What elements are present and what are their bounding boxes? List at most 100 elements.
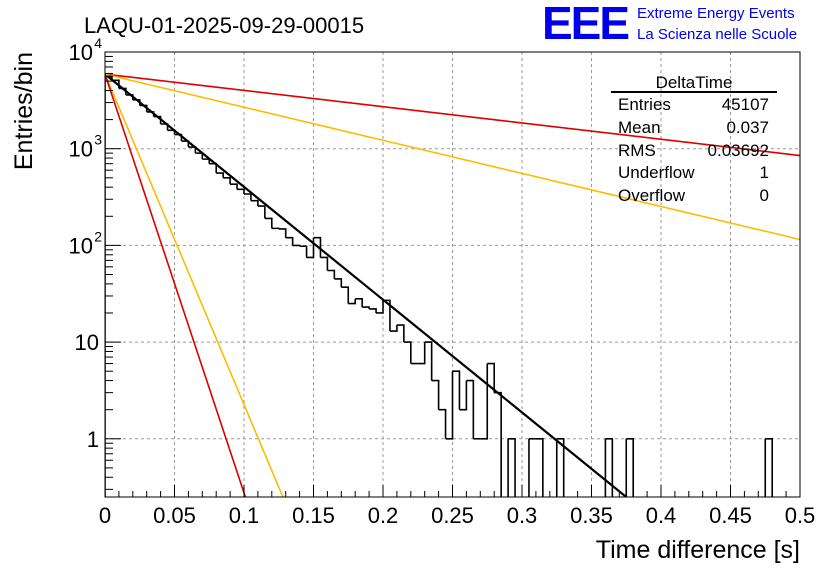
y-tick-label: 10 <box>75 330 99 355</box>
histogram-bin <box>250 199 259 207</box>
histogram-bin <box>555 438 558 497</box>
histogram-bin <box>348 298 356 305</box>
stats-row-value: 0.037 <box>726 118 769 137</box>
grid-lines <box>105 51 800 497</box>
histogram-bin <box>174 133 183 142</box>
curve-fit <box>105 73 627 497</box>
curve-red-fast <box>105 73 247 497</box>
histogram-bin <box>327 269 336 279</box>
histogram-bin <box>292 244 301 247</box>
histogram-bin <box>480 363 489 440</box>
histogram-bin <box>244 193 252 201</box>
y-tick-exponent: 3 <box>94 132 102 148</box>
y-tick-label: 1 <box>87 427 99 452</box>
stats-row-value: 0 <box>760 186 769 205</box>
x-tick-label: 0.15 <box>292 503 335 528</box>
stats-row-value: 45107 <box>722 95 769 114</box>
histogram-bin <box>278 228 287 238</box>
x-axis-ticks: 0 0.05 0.1 0.15 0.2 0.25 0.3 0.35 0.4 0.45 0.5 <box>99 485 815 528</box>
histogram-bin <box>334 278 343 288</box>
stats-row-value: 1 <box>760 163 769 182</box>
histogram-bin <box>438 408 447 439</box>
histogram-bin <box>605 437 614 497</box>
fit-curves <box>105 73 800 497</box>
x-tick-label: 0.25 <box>431 503 474 528</box>
histogram-bin <box>355 298 363 308</box>
histogram-bin <box>625 438 628 497</box>
histogram-bin <box>459 380 468 411</box>
stats-box: DeltaTime Entries 45107 Mean 0.037 RMS 0… <box>611 73 777 205</box>
stats-row-label: Mean <box>618 118 661 137</box>
histogram-bin <box>389 325 398 332</box>
stats-row-label: Overflow <box>618 186 686 205</box>
stats-row-label: RMS <box>618 141 656 160</box>
x-axis-label: Time difference [s] <box>596 536 800 564</box>
histogram-bin <box>299 245 308 258</box>
histogram-bin <box>556 437 565 497</box>
histogram-bin <box>369 308 377 313</box>
run-title: LAQU-01-2025-09-29-00015 <box>84 13 364 38</box>
histogram-bin <box>362 306 370 309</box>
curve-orange-fast <box>105 73 284 497</box>
histogram-bin <box>417 342 426 365</box>
histogram-series <box>105 75 773 497</box>
x-tick-label: 0.4 <box>646 503 677 528</box>
histogram-bin <box>223 177 231 185</box>
x-tick-label: 0.1 <box>229 503 260 528</box>
histogram-bin <box>202 158 211 164</box>
x-tick-label: 0.05 <box>153 503 196 528</box>
eee-logo-line2: La Scienza nelle Scuole <box>637 26 797 43</box>
histogram-bin <box>146 111 155 117</box>
x-tick-label: 0.2 <box>368 503 399 528</box>
histogram-bin <box>237 188 245 194</box>
histogram-bin <box>320 256 329 271</box>
x-tick-label: 0.3 <box>507 503 538 528</box>
histogram-bin <box>105 75 113 497</box>
histogram-bin <box>209 162 217 174</box>
histogram-bin <box>306 237 315 259</box>
histogram-bin <box>424 341 433 381</box>
histogram-bin <box>132 99 141 106</box>
histogram-bin <box>466 379 475 439</box>
histogram-bin <box>626 437 634 497</box>
histogram-bin <box>507 438 509 497</box>
histogram-bin <box>111 79 120 89</box>
histogram-bin <box>139 104 148 112</box>
histogram-bin <box>125 94 134 100</box>
eee-logo: EEE Extreme Energy Events La Scienza nel… <box>542 0 797 49</box>
histogram-bin <box>341 286 350 304</box>
eee-logo-line1: Extreme Energy Events <box>637 5 795 22</box>
histogram-bin <box>765 437 773 497</box>
y-tick-label: 10 <box>69 40 93 65</box>
histogram-bin <box>153 115 162 125</box>
y-tick-exponent: 4 <box>94 35 102 51</box>
histogram-bin <box>313 236 322 258</box>
x-tick-label: 0.45 <box>709 503 752 528</box>
eee-logo-mark: EEE <box>542 0 628 49</box>
histogram-bin <box>535 437 544 497</box>
histogram-bin <box>764 438 767 497</box>
histogram-bin <box>118 87 127 95</box>
x-tick-label: 0.5 <box>785 503 816 528</box>
histogram-bin <box>271 227 280 230</box>
curve-red-slow <box>105 73 800 157</box>
histogram-bin <box>508 437 516 497</box>
histogram-bin <box>445 371 454 440</box>
histogram-bin <box>452 370 461 410</box>
histogram-bin <box>181 140 190 148</box>
histogram-bin <box>396 324 405 343</box>
y-tick-label: 10 <box>69 137 93 162</box>
histogram-bin <box>494 391 502 497</box>
histogram-bin <box>403 341 412 364</box>
histogram-bin <box>257 205 266 219</box>
histogram-bin <box>604 438 607 497</box>
x-tick-label: 0 <box>99 503 111 528</box>
histogram-bin <box>528 438 530 497</box>
histogram-bin <box>431 379 440 410</box>
histogram-bin <box>216 172 224 178</box>
y-axis-label: Entries/bin <box>10 52 38 170</box>
curve-orange-slow <box>105 73 800 241</box>
stats-row-value: 0.03692 <box>708 141 769 160</box>
